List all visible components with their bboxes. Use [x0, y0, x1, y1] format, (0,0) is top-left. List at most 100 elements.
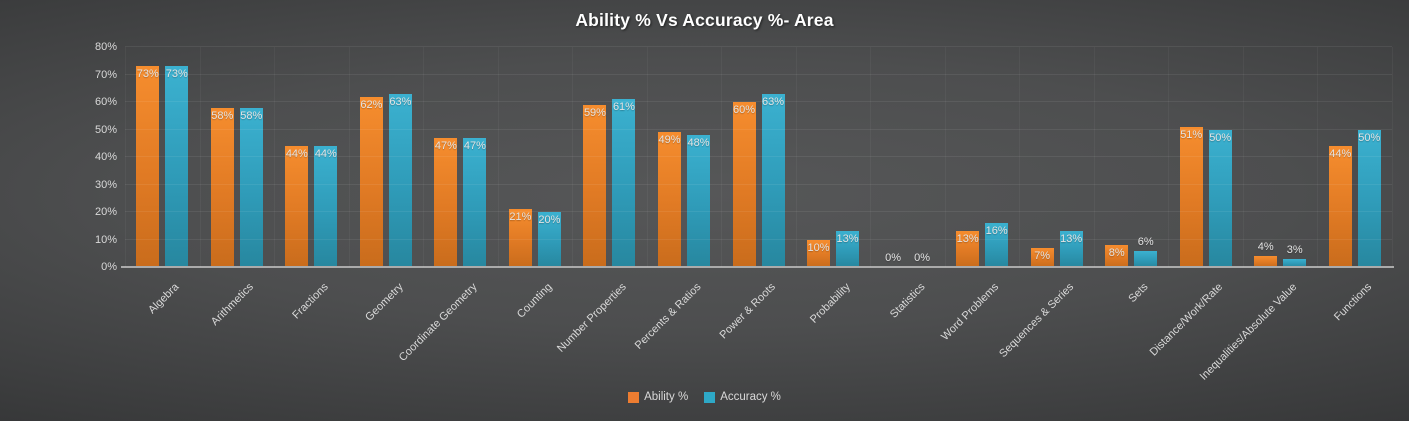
legend-swatch-accuracy — [704, 391, 716, 403]
bar-value-label: 21% — [509, 211, 532, 224]
bar-value-label: 60% — [733, 104, 756, 116]
category-label: Algebra — [146, 281, 182, 317]
accuracy-bar — [761, 93, 785, 267]
bar-value-label: 47% — [463, 139, 486, 152]
category-separator-line — [348, 47, 350, 267]
category-label: Percents & Ratios — [632, 281, 704, 352]
category-separator-line — [423, 47, 425, 267]
bar-value-label: 20% — [538, 214, 561, 226]
ability-bar — [732, 102, 756, 267]
accuracy-bar — [314, 146, 338, 267]
category-label: Sequences & Series — [997, 281, 1077, 360]
bar-value-label: 7% — [1034, 249, 1051, 262]
category-group: 59% 61% — [572, 47, 647, 267]
bar-value-label: 13% — [956, 233, 979, 246]
category-label: Functions — [1332, 281, 1375, 324]
y-axis: 0% 10% 20% 30% 40% 50% 60% 70% 80% — [0, 41, 117, 273]
legend: Ability % Accuracy % — [0, 391, 1409, 403]
category-label: Number Properties — [555, 281, 629, 355]
y-axis-label: 70% — [94, 68, 117, 81]
ability-bar — [1030, 247, 1054, 267]
category-separator-line — [199, 47, 201, 267]
y-axis-label: 40% — [94, 151, 117, 163]
category-label: Geometry — [362, 281, 406, 324]
accuracy-bar — [388, 93, 412, 267]
category-separator-line — [1168, 47, 1170, 267]
legend-swatch-ability — [628, 391, 640, 403]
category-label: Power & Roots — [717, 281, 778, 342]
bar-value-label: 16% — [985, 225, 1008, 237]
category-group: 47% 47% — [423, 47, 498, 267]
bar-value-label: 47% — [434, 139, 457, 152]
bar-value-label: 48% — [687, 137, 710, 149]
accuracy-bar — [1283, 258, 1307, 267]
category-group: 44% 44% — [274, 47, 349, 267]
x-axis-line — [121, 266, 1394, 268]
category-separator-line — [1019, 47, 1021, 267]
bar-value-label: 3% — [1286, 243, 1303, 256]
category-separator-line — [572, 47, 574, 267]
accuracy-bar — [1208, 129, 1232, 267]
category-label: Counting — [514, 281, 555, 321]
bar-value-label: 44% — [1329, 148, 1352, 160]
category-label: Statistics — [887, 281, 928, 321]
category-group: 21% 20% — [498, 47, 573, 267]
ability-bar — [359, 96, 383, 267]
category-group: 44% 50% — [1318, 47, 1393, 267]
bar-value-label: 8% — [1108, 247, 1125, 259]
accuracy-bar — [1134, 250, 1158, 267]
x-axis: Algebra Arithmetics Fractions Geometry Coord… — [125, 267, 1392, 397]
gridline — [125, 128, 1392, 130]
accuracy-bar — [612, 99, 636, 267]
gridline — [125, 101, 1392, 102]
y-axis-label: 20% — [94, 206, 117, 218]
category-separator-line — [795, 47, 797, 267]
gridline — [125, 211, 1392, 212]
bar-value-label: 4% — [1257, 241, 1274, 253]
category-separator-line — [646, 47, 648, 267]
bar-value-label: 49% — [658, 134, 681, 147]
bar-value-label: 61% — [612, 101, 635, 114]
legend-item: Ability % — [628, 391, 688, 403]
category-separator-line — [1317, 47, 1319, 267]
category-group: 60% 63% — [721, 47, 796, 267]
ability-bar — [136, 66, 160, 267]
bar-value-label: 13% — [836, 233, 859, 246]
category-group: 4% 3% — [1243, 47, 1318, 267]
category-separator-line — [125, 47, 126, 267]
plot-area: 73% 73% 58% 58% 44% 44% 62% 63% 47% 47% 21% 20% 59% 6… — [121, 46, 1394, 268]
accuracy-bar — [1357, 129, 1381, 267]
category-separator-line — [1093, 47, 1095, 267]
category-group: 49% 48% — [647, 47, 722, 267]
ability-bar — [1179, 126, 1203, 267]
accuracy-bar — [1059, 231, 1083, 267]
bar-value-label: 59% — [583, 106, 606, 119]
category-group: 62% 63% — [349, 47, 424, 267]
ability-bar — [508, 209, 532, 267]
y-axis-label: 50% — [94, 123, 117, 136]
ability-bar — [285, 146, 309, 267]
category-separator-line — [497, 47, 499, 267]
category-separator-line — [1242, 47, 1244, 267]
gridline — [125, 73, 1392, 75]
bar-value-label: 10% — [807, 241, 830, 254]
category-group: 0% 0% — [870, 47, 945, 267]
bar-value-label: 13% — [1060, 233, 1083, 246]
category-group: 73% 73% — [125, 47, 200, 267]
accuracy-bar — [165, 66, 189, 267]
bar-value-label: 50% — [1209, 131, 1232, 144]
category-label: Fractions — [290, 281, 331, 322]
category-separator-line — [721, 47, 723, 267]
category-label: Coordinate Geometry — [397, 281, 480, 364]
category-group: 7% 13% — [1019, 47, 1094, 267]
accuracy-bar — [686, 135, 710, 267]
ability-bar — [956, 231, 980, 267]
category-separator-line — [870, 47, 872, 267]
legend-label: Ability % — [644, 391, 689, 403]
accuracy-bar — [985, 223, 1009, 267]
bar-value-label: 73% — [136, 68, 159, 81]
ability-bar — [434, 137, 458, 267]
bar-value-label: 0% — [914, 252, 931, 264]
category-separator-line — [1392, 47, 1393, 267]
